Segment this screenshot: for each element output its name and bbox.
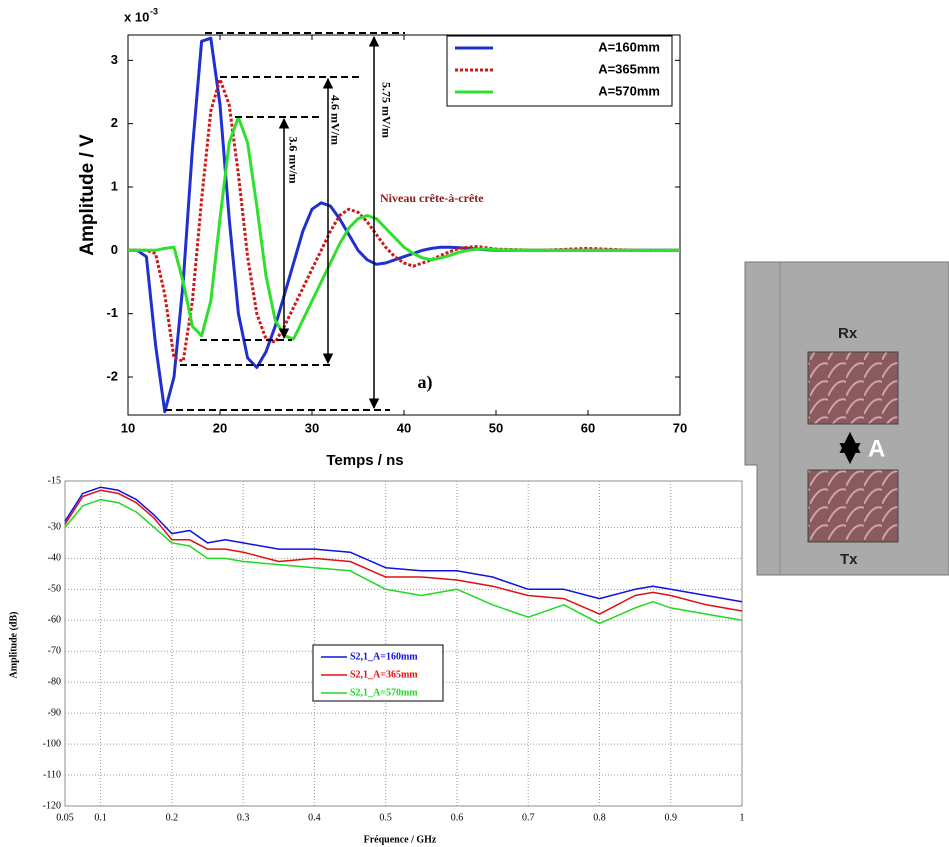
x-tick-label: 0.7 — [522, 812, 535, 823]
x-tick-label: 0.9 — [664, 812, 677, 823]
y-tick-label: -80 — [48, 676, 61, 687]
chart-a: -2 -1 0 1 2 3 10 20 30 40 50 60 70 Amplitude / V Temps… — [77, 6, 687, 469]
annotation: 3.6 mv/m — [286, 136, 300, 183]
x-tick-label: 60 — [581, 420, 595, 435]
legend-box — [312, 644, 444, 702]
x-tick-label: 0.1 — [94, 812, 107, 823]
x-tick-label: 10 — [121, 420, 135, 435]
annotation: 5.75 mV/m — [379, 82, 393, 138]
x-tick-label: 0.3 — [237, 812, 250, 823]
y-tick-label: -40 — [48, 553, 61, 564]
y-tick-label: -120 — [43, 800, 61, 811]
series-line — [64, 486, 743, 603]
tx-window — [807, 469, 899, 543]
y-tick-label: 0 — [111, 242, 118, 257]
annotation: Niveau crête-à-crête — [380, 191, 484, 205]
y-tick-label: -1 — [106, 305, 118, 320]
legend-label: S2,1_A=365mm — [350, 669, 418, 680]
y-tick-label: -70 — [48, 646, 61, 657]
annotation: a) — [418, 372, 433, 393]
y-tick-label: 2 — [111, 115, 118, 130]
y-tick-label: -90 — [48, 707, 61, 718]
legend-label: S2,1_A=570mm — [350, 687, 418, 698]
y-tick-label: -2 — [106, 368, 118, 383]
y-tick-label: -15 — [48, 475, 61, 486]
x-tick-label: 50 — [489, 420, 503, 435]
x-tick-label: 40 — [397, 420, 411, 435]
x-tick-label: 0.05 — [56, 812, 74, 823]
annotation: 4.6 mV/m — [328, 95, 342, 145]
legend-label: A=365mm — [598, 61, 660, 76]
x-tick-label: 1 — [740, 812, 745, 823]
y-axis-title: Amplitude (dB) — [8, 612, 19, 679]
legend-label: A=160mm — [598, 39, 660, 54]
y-tick-label: 3 — [111, 52, 118, 67]
y-tick-label: -100 — [43, 738, 61, 749]
series-line — [64, 498, 743, 625]
x-tick-label: 0.8 — [593, 812, 606, 823]
x-tick-label: 20 — [213, 420, 227, 435]
series-line — [64, 489, 743, 615]
x-axis-title: Fréquence / GHz — [364, 834, 437, 845]
y-multiplier: x 10 — [124, 9, 149, 24]
rx-window — [807, 351, 899, 425]
chart-b: -15 -30 -40 -50 -60 -70 -80 -90 -100 -110 -1200.05… — [8, 475, 744, 845]
legend-label: S2,1_A=160mm — [350, 651, 418, 662]
y-axis-title: Amplitude / V — [77, 134, 98, 256]
y-tick-label: -30 — [48, 522, 61, 533]
y-multiplier-exponent: -3 — [150, 6, 158, 16]
tx-label: Tx — [840, 551, 858, 568]
legend-label: A=570mm — [598, 83, 660, 98]
rx-label: Rx — [838, 325, 858, 342]
y-tick-label: -50 — [48, 584, 61, 595]
x-tick-label: 0.5 — [379, 812, 392, 823]
x-tick-label: 0.6 — [451, 812, 464, 823]
x-tick-label: 0.2 — [166, 812, 179, 823]
x-tick-label: 30 — [305, 420, 319, 435]
plot-area — [64, 480, 743, 807]
y-tick-label: -110 — [43, 769, 61, 780]
x-tick-label: 0.4 — [308, 812, 321, 823]
x-axis-title: Temps / ns — [326, 452, 403, 469]
x-tick-label: 70 — [673, 420, 687, 435]
illustration: Rx A Tx — [744, 261, 949, 576]
gap-label: A — [868, 435, 885, 462]
y-tick-label: 1 — [111, 178, 118, 193]
y-tick-label: -60 — [48, 615, 61, 626]
